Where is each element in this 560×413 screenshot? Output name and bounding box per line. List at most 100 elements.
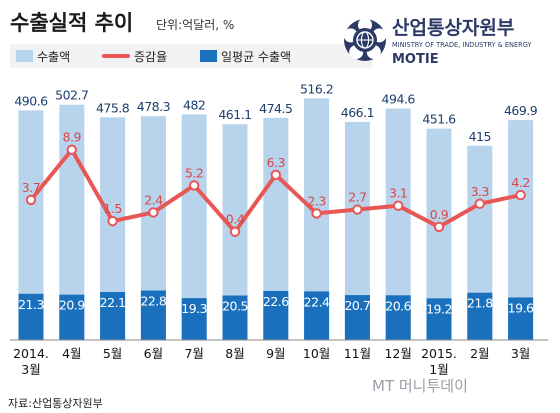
- avg-value-labels: 21.3 20.9 22.1 22.8 19.3 20.5 22.6 22.4 20.7 20.6…: [18, 294, 534, 317]
- x-tick-label: 8월: [225, 346, 244, 361]
- ministry-name: 산업통상자원부: [392, 17, 514, 39]
- x-tick-label: 2014. 3월: [13, 346, 49, 377]
- x-tick-label: 3월: [511, 346, 530, 361]
- avg-export-bar: [222, 295, 248, 340]
- rate-label: 4.2: [511, 175, 529, 190]
- export-bar-label: 502.7: [55, 88, 88, 103]
- rate-label: 0.4: [226, 212, 245, 227]
- rate-label: 2.3: [307, 193, 325, 208]
- avg-export-bar: [181, 298, 207, 340]
- rate-point: [515, 189, 526, 201]
- export-bar-label: 466.1: [341, 105, 374, 120]
- avg-bar-label: 22.6: [263, 294, 289, 309]
- avg-bar-label: 19.6: [508, 300, 534, 315]
- avg-export-bar: [508, 297, 534, 340]
- avg-export-bars: [18, 290, 534, 340]
- x-tick-label: 2월: [470, 346, 489, 361]
- avg-export-bar: [59, 294, 85, 340]
- x-tick-label: 6월: [144, 346, 163, 361]
- x-tick-label: 2015. 1월: [421, 346, 457, 377]
- export-bar-label: 461.1: [218, 107, 251, 122]
- rate-point: [474, 198, 485, 209]
- avg-bar-label: 22.4: [304, 294, 330, 309]
- x-tick-label: 5월: [103, 346, 122, 361]
- avg-export-bar: [467, 292, 493, 340]
- rate-point: [229, 226, 241, 237]
- x-tick-label: 11월: [344, 346, 371, 361]
- rate-label: 3.3: [471, 184, 489, 199]
- x-tick-label: 7월: [184, 346, 203, 361]
- ministry-abbr: MOTIE: [392, 52, 439, 67]
- legend-background: [10, 44, 372, 68]
- export-value-labels: 490.6 502.7 475.8 478.3 482 461.1 474.5 516.2 46…: [14, 81, 538, 144]
- watermark-logo: MT 머니투데이: [372, 377, 468, 395]
- export-bar-label: 475.8: [96, 100, 130, 115]
- export-bar-label: 478.3: [137, 99, 170, 114]
- rate-point: [189, 180, 200, 191]
- legend: 수출액 증감율 일평균 수출액: [10, 44, 372, 68]
- legend-label-export: 수출액: [37, 50, 70, 64]
- rate-point: [25, 194, 37, 206]
- rate-label: 8.9: [63, 130, 82, 145]
- avg-bar-label: 20.7: [344, 298, 370, 313]
- avg-export-bar: [140, 290, 166, 340]
- avg-bar-label: 20.5: [222, 299, 248, 314]
- legend-swatch-avg: [200, 50, 217, 62]
- rate-line: [25, 144, 526, 237]
- chart-unit: 단위:억달러, %: [156, 18, 234, 32]
- avg-bar-label: 22.1: [100, 295, 126, 310]
- export-bars: [18, 98, 534, 341]
- rate-label: 2.4: [144, 192, 163, 207]
- rate-point: [107, 215, 118, 227]
- avg-bar-label: 19.3: [181, 301, 207, 316]
- avg-bar-label: 19.2: [426, 301, 452, 316]
- avg-export-bar: [426, 298, 452, 340]
- export-bar-label: 451.6: [422, 112, 456, 127]
- rate-point: [311, 208, 322, 219]
- rate-label: 6.3: [267, 155, 285, 170]
- rate-label: 1.5: [103, 201, 121, 216]
- rate-point: [66, 144, 78, 155]
- avg-export-bar: [304, 291, 330, 340]
- x-tick-label: 12월: [384, 346, 411, 361]
- rate-label: 3.1: [389, 186, 407, 201]
- avg-bar-label: 20.9: [59, 298, 85, 313]
- rate-point: [270, 169, 281, 181]
- avg-bar-label: 21.3: [18, 297, 44, 312]
- export-bar-label: 474.5: [259, 101, 292, 116]
- x-tick-label: 4월: [62, 346, 81, 361]
- rate-point: [433, 221, 445, 233]
- avg-export-bar: [100, 292, 126, 340]
- rate-label: 0.9: [430, 207, 449, 222]
- rate-label: 5.2: [185, 165, 203, 180]
- export-bar-label: 490.6: [14, 93, 48, 108]
- avg-bar-label: 22.8: [140, 294, 166, 309]
- avg-export-bar: [18, 293, 44, 340]
- legend-label-avg: 일평균 수출액: [221, 50, 291, 64]
- x-tick-label: 9월: [266, 346, 285, 361]
- x-tick-label: 10월: [303, 346, 330, 361]
- source-note: 자료:산업통상자원부: [8, 397, 103, 410]
- ministry-emblem-icon: [343, 18, 387, 61]
- rate-point: [352, 204, 363, 215]
- ministry-subtitle: MINISTRY OF TRADE, INDUSTRY & ENERGY: [392, 41, 533, 49]
- export-bar-label: 494.6: [382, 92, 416, 107]
- avg-bar-label: 20.6: [385, 298, 411, 313]
- rate-value-labels: 3.7 8.9 1.5 2.4 5.2 0.4 6.3 2.3 2.7 3.1 0.9 3.3 4.2: [22, 130, 530, 227]
- legend-label-rate: 증감율: [134, 50, 167, 64]
- x-axis-ticks: 2014. 3월 4월 5월 6월 7월 8월 9월 10월 11월 12월 2015. 1월 2월 3월: [13, 346, 530, 377]
- export-bar-label: 469.9: [504, 103, 538, 118]
- avg-export-bar: [263, 290, 289, 340]
- export-bar-label: 516.2: [300, 81, 333, 96]
- rate-label: 2.7: [348, 190, 366, 205]
- chart-title: 수출실적 추이: [10, 11, 133, 35]
- avg-bar-label: 21.8: [467, 296, 493, 311]
- rate-label: 3.7: [22, 180, 40, 195]
- export-bar-label: 482: [183, 97, 205, 112]
- legend-swatch-export: [16, 50, 33, 62]
- export-bar-label: 415: [469, 129, 491, 144]
- avg-export-bar: [385, 295, 411, 340]
- ministry-logo: 산업통상자원부 MINISTRY OF TRADE, INDUSTRY & EN…: [343, 17, 533, 67]
